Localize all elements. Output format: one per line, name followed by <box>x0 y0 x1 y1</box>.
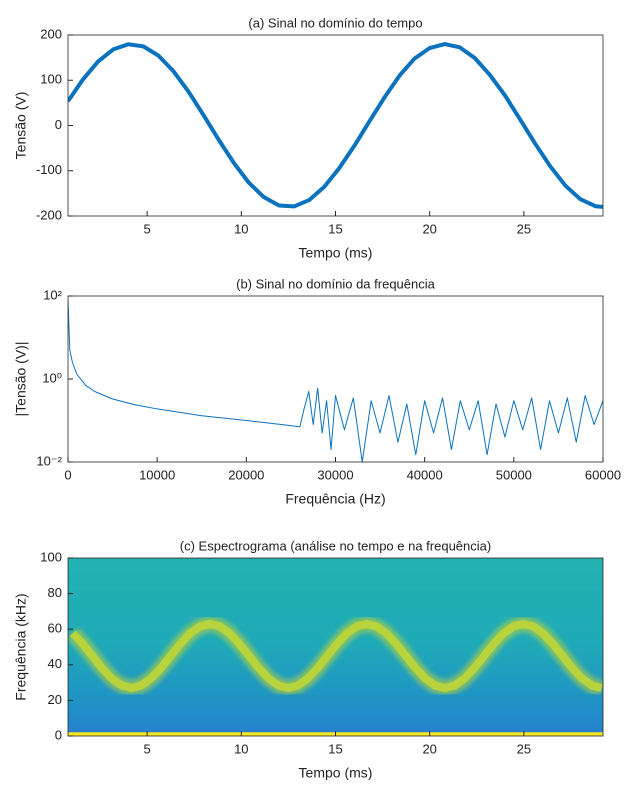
x-tick-label: 25 <box>517 221 531 236</box>
x-tick-label: 30000 <box>317 467 353 482</box>
x-tick-label: 0 <box>64 467 71 482</box>
x-axis-label: Frequência (Hz) <box>285 491 385 507</box>
y-axis-label: Frequência (kHz) <box>13 593 29 700</box>
data-line <box>68 42 603 209</box>
plot-area <box>68 42 603 209</box>
plot-area <box>68 558 603 736</box>
chart-title: (a) Sinal no domínio do tempo <box>248 15 422 30</box>
y-tick-label: 10² <box>43 287 62 302</box>
y-tick-label: 100 <box>40 549 62 564</box>
x-tick-label: 5 <box>144 741 151 756</box>
chart-title: (c) Espectrograma (análise no tempo e na… <box>180 538 491 553</box>
y-tick-label: 0 <box>55 727 62 742</box>
x-tick-label: 60000 <box>585 467 621 482</box>
x-tick-label: 10000 <box>139 467 175 482</box>
x-tick-label: 15 <box>328 221 342 236</box>
x-tick-label: 20 <box>422 741 436 756</box>
spectral-ridge <box>69 619 603 692</box>
y-tick-label: 100 <box>40 72 62 87</box>
x-axis-label: Tempo (ms) <box>299 245 373 261</box>
x-tick-label: 40000 <box>407 467 443 482</box>
y-tick-label: 0 <box>55 117 62 132</box>
x-tick-label: 5 <box>144 221 151 236</box>
y-tick-label: 40 <box>48 656 62 671</box>
y-tick-label: 80 <box>48 585 62 600</box>
y-axis-label: |Tensão (V)| <box>13 342 29 417</box>
y-tick-label: 10⁻² <box>36 453 62 468</box>
x-tick-label: 20000 <box>228 467 264 482</box>
y-tick-label: 10⁰ <box>42 370 62 385</box>
chart-title: (b) Sinal no domínio da frequência <box>236 276 436 291</box>
data-line <box>68 300 603 462</box>
x-tick-label: 25 <box>517 741 531 756</box>
y-tick-label: -200 <box>36 207 62 222</box>
x-tick-label: 10 <box>234 741 248 756</box>
x-axis-label: Tempo (ms) <box>299 765 373 780</box>
x-tick-label: 20 <box>422 221 436 236</box>
y-tick-label: -100 <box>36 162 62 177</box>
x-tick-label: 50000 <box>496 467 532 482</box>
y-axis-label: Tensão (V) <box>13 92 29 160</box>
y-tick-label: 60 <box>48 621 62 636</box>
plot-area <box>68 300 603 462</box>
axes-frame <box>67 295 604 463</box>
y-tick-label: 200 <box>40 26 62 41</box>
x-tick-label: 15 <box>328 741 342 756</box>
y-tick-label: 20 <box>48 692 62 707</box>
x-tick-label: 10 <box>234 221 248 236</box>
